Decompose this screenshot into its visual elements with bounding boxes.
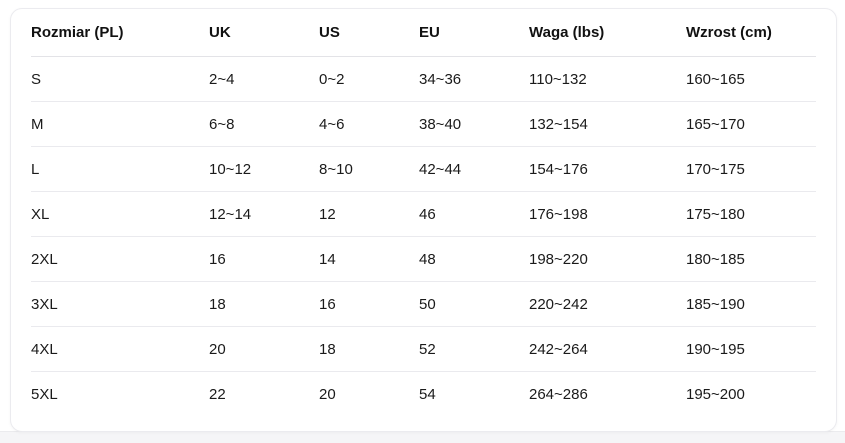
table-cell-uk: 2~4: [209, 56, 319, 102]
table-cell-us: 14: [319, 236, 419, 282]
table-cell-eu: 54: [419, 385, 436, 403]
table-cell-eu: 52: [419, 326, 529, 372]
table-cell-rozmiar-pl: XL: [31, 191, 209, 237]
table-cell-uk: 18: [209, 281, 319, 327]
page-background-strip: [0, 431, 845, 443]
table-cell-eu: 46: [419, 191, 529, 237]
table-body: S 2~4 0~2 34~36 110~132 160~165 M 6~8 4~6 38~40 13…: [31, 56, 816, 417]
table-cell-rozmiar-pl: 4XL: [31, 326, 209, 372]
table-cell-us: 12: [319, 191, 419, 237]
table-cell-wzrost-cm: 160~165: [686, 56, 816, 102]
table-row-5xl: 5XL 22 20 54 264~286 195~200: [31, 372, 816, 417]
table-cell-waga-lbs: 264~286: [529, 385, 588, 403]
table-cell-uk: 22: [209, 385, 226, 403]
table-cell-rozmiar-pl: L: [31, 146, 209, 192]
table-cell-us: 0~2: [319, 56, 419, 102]
table-cell-wzrost-cm: 180~185: [686, 236, 816, 282]
table-cell-waga-lbs: 220~242: [529, 281, 686, 327]
table-cell-wzrost-cm: 170~175: [686, 146, 816, 192]
column-header-uk: UK: [209, 9, 319, 57]
table-row-xl: XL 12~14 12 46 176~198 175~180: [31, 191, 816, 237]
column-header-wzrost-cm: Wzrost (cm): [686, 9, 816, 57]
table-cell-rozmiar-pl: S: [31, 56, 209, 102]
table-cell-uk: 12~14: [209, 191, 319, 237]
table-row-4xl: 4XL 20 18 52 242~264 190~195: [31, 326, 816, 372]
table-cell-eu: 42~44: [419, 146, 529, 192]
table-cell-wzrost-cm: 190~195: [686, 326, 816, 372]
table-cell-us: 8~10: [319, 146, 419, 192]
column-header-waga-lbs: Waga (lbs): [529, 9, 686, 57]
table-cell-wzrost-cm: 175~180: [686, 191, 816, 237]
column-header-us: US: [319, 9, 419, 57]
table-cell-waga-lbs: 198~220: [529, 236, 686, 282]
table-cell-rozmiar-pl: 2XL: [31, 236, 209, 282]
table-cell-uk: 20: [209, 326, 319, 372]
table-cell-eu: 48: [419, 236, 529, 282]
table-header-row: Rozmiar (PL) UK US EU Waga (lbs) Wzrost (cm): [31, 9, 816, 57]
table-row-l: L 10~12 8~10 42~44 154~176 170~175: [31, 146, 816, 192]
table-cell-wzrost-cm: 185~190: [686, 281, 816, 327]
table-cell-waga-lbs: 132~154: [529, 101, 686, 147]
table-row-m: M 6~8 4~6 38~40 132~154 165~170: [31, 101, 816, 147]
table-cell-rozmiar-pl: 3XL: [31, 281, 209, 327]
table-row-3xl: 3XL 18 16 50 220~242 185~190: [31, 281, 816, 327]
table-cell-uk: 10~12: [209, 146, 319, 192]
table-cell-waga-lbs: 110~132: [529, 56, 686, 102]
table-cell-us: 20: [319, 385, 336, 403]
table-cell-eu: 38~40: [419, 101, 529, 147]
table-cell-wzrost-cm: 195~200: [686, 385, 745, 403]
table-cell-us: 16: [319, 281, 419, 327]
table-cell-wzrost-cm: 165~170: [686, 101, 816, 147]
table-cell-waga-lbs: 176~198: [529, 191, 686, 237]
table-cell-waga-lbs: 242~264: [529, 326, 686, 372]
table-row-s: S 2~4 0~2 34~36 110~132 160~165: [31, 56, 816, 102]
size-chart-table: Rozmiar (PL) UK US EU Waga (lbs) Wzrost (cm) …: [31, 9, 816, 416]
table-cell-us: 18: [319, 326, 419, 372]
table-row-2xl: 2XL 16 14 48 198~220 180~185: [31, 236, 816, 282]
table-cell-rozmiar-pl: M: [31, 101, 209, 147]
column-header-eu: EU: [419, 9, 529, 57]
table-cell-uk: 16: [209, 236, 319, 282]
size-chart-card: Rozmiar (PL) UK US EU Waga (lbs) Wzrost (cm) …: [10, 8, 837, 432]
column-header-rozmiar-pl: Rozmiar (PL): [31, 9, 209, 57]
table-cell-waga-lbs: 154~176: [529, 146, 686, 192]
table-cell-eu: 50: [419, 281, 529, 327]
table-cell-us: 4~6: [319, 101, 419, 147]
table-cell-rozmiar-pl: 5XL: [31, 385, 58, 403]
table-cell-uk: 6~8: [209, 101, 319, 147]
table-cell-eu: 34~36: [419, 56, 529, 102]
